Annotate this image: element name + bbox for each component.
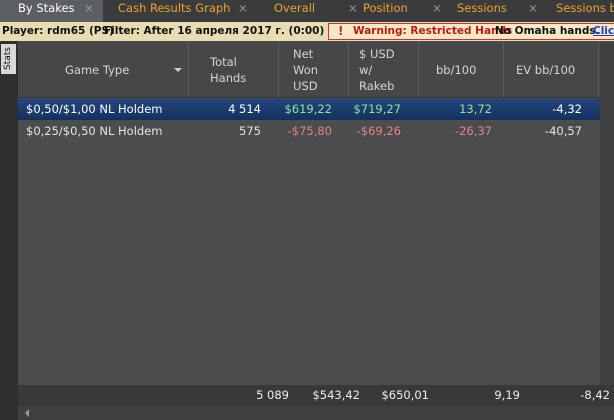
column-header-text: Game Type bbox=[65, 62, 130, 77]
cell-value: -$69,26 bbox=[356, 124, 401, 138]
tab[interactable]: Cash Results Graph × bbox=[103, 0, 253, 22]
column-header-text: Net bbox=[293, 46, 314, 61]
column-header-text: EV bb/100 bbox=[516, 62, 576, 77]
tab-bar: By Stakes × Cash Results Graph × Overall × Pos… bbox=[0, 0, 614, 22]
tab[interactable]: Position × bbox=[360, 0, 445, 22]
tab-close[interactable]: × bbox=[432, 1, 442, 15]
scroll-left[interactable] bbox=[22, 406, 32, 420]
column-header[interactable]: Net Won USD bbox=[280, 42, 349, 97]
warning-icon: ! bbox=[338, 24, 344, 38]
column-header-text: Won bbox=[293, 62, 319, 77]
warning: Warning: Restricted Hands bbox=[353, 25, 513, 37]
tab[interactable]: Sessions b bbox=[540, 0, 614, 22]
side-panel bbox=[0, 41, 18, 420]
column-header-text: USD bbox=[293, 78, 318, 93]
player: Player: rdm65 (PS) bbox=[2, 25, 114, 37]
cell-value: $619,22 bbox=[284, 102, 332, 116]
column-header-text: Rakeb bbox=[359, 78, 395, 93]
column-header-text: Hands bbox=[210, 70, 247, 85]
tab-label: Cash Results Graph bbox=[118, 1, 231, 15]
tab-label: Sessions bbox=[457, 1, 507, 15]
cell-value: 9,19 bbox=[494, 388, 520, 402]
horizontal-scrollbar[interactable] bbox=[18, 406, 614, 420]
side-tab-label: Stats bbox=[3, 47, 13, 70]
table-row[interactable]: $0,50/$1,00 NL Holdem 4 514 $619,22 $719,27… bbox=[18, 99, 600, 120]
cell-value: -8,42 bbox=[580, 388, 610, 402]
cell-value: 4 514 bbox=[228, 102, 261, 116]
totals-row: 5 089 $543,42 $650,01 9,19 -8,42 bbox=[18, 385, 614, 406]
tab[interactable]: By Stakes × bbox=[0, 0, 103, 22]
cell-value: 5 089 bbox=[256, 388, 289, 402]
column-header-text: $ USD bbox=[359, 46, 395, 61]
column-header-text: Total bbox=[210, 54, 237, 69]
cell-value: 575 bbox=[239, 124, 261, 138]
warning-box: ! Warning: Restricted Hands No Omaha han… bbox=[328, 23, 614, 40]
column-header-text: bb/100 bbox=[436, 62, 477, 77]
filter: Filter: After 16 апреля 2017 г. (0:00) bbox=[104, 25, 325, 37]
sort-dropdown[interactable] bbox=[173, 66, 183, 74]
cell-value: $543,42 bbox=[312, 388, 360, 402]
tab[interactable]: Sessions × bbox=[445, 0, 540, 22]
column-header[interactable]: EV bb/100 bbox=[505, 42, 599, 97]
game-type: $0,25/$0,50 NL Holdem bbox=[26, 124, 163, 138]
tab[interactable]: Overall × bbox=[253, 0, 360, 22]
side-tab[interactable]: Stats bbox=[1, 44, 16, 74]
tab-label: Overall bbox=[274, 1, 316, 15]
tab-close[interactable]: × bbox=[528, 1, 538, 15]
tab-close[interactable]: × bbox=[84, 1, 94, 15]
column-header[interactable]: Game Type bbox=[18, 42, 189, 97]
column-header[interactable]: bb/100 bbox=[420, 42, 504, 97]
column-header-text: w/ bbox=[359, 62, 373, 77]
tab-close[interactable]: × bbox=[348, 1, 358, 15]
tab-close[interactable]: × bbox=[238, 1, 248, 15]
vertical-scrollbar[interactable] bbox=[600, 42, 614, 385]
link[interactable]: Clic bbox=[593, 25, 614, 37]
cell-value: -26,37 bbox=[454, 124, 492, 138]
cell-value: $650,01 bbox=[381, 388, 429, 402]
cell-value: -4,32 bbox=[552, 102, 582, 116]
note: No Omaha hands. bbox=[495, 25, 600, 37]
cell-value: -$75,80 bbox=[287, 124, 332, 138]
table-row[interactable]: $0,25/$0,50 NL Holdem 575 -$75,80 -$69,26 -2… bbox=[18, 121, 600, 142]
cell-value: $719,27 bbox=[353, 102, 401, 116]
cell-value: 13,72 bbox=[459, 102, 492, 116]
column-header[interactable]: $ USD w/Rakeb bbox=[350, 42, 419, 97]
tab-label: By Stakes bbox=[18, 1, 75, 15]
cell-value: -40,57 bbox=[544, 124, 582, 138]
tab-label: Position bbox=[363, 1, 408, 15]
tab-label: Sessions b bbox=[556, 1, 614, 15]
column-header[interactable]: Total Hands bbox=[190, 42, 279, 97]
game-type: $0,50/$1,00 NL Holdem bbox=[26, 102, 163, 116]
